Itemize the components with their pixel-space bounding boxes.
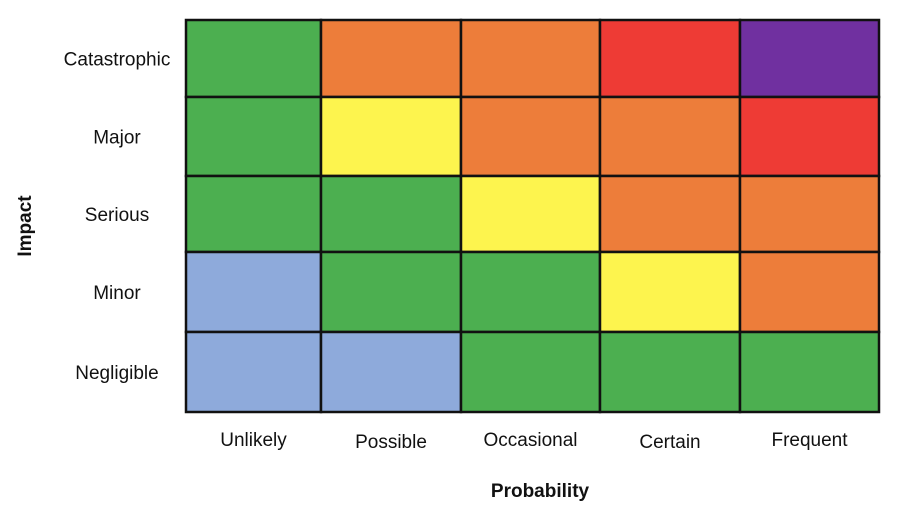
matrix-cell-5-2 [319,330,463,414]
matrix-cell-3-4 [598,174,742,254]
matrix-cell-5-5 [738,330,881,414]
matrix-cell-4-1 [184,250,323,334]
matrix-cell-5-4 [598,330,742,414]
probability-label-certain: Certain [639,432,700,453]
impact-row-labels: Catastrophic Major Serious Minor Negligible [64,50,171,385]
y-axis-title: Impact [15,195,36,257]
matrix-cell-1-1 [184,18,323,99]
matrix-cell-1-3 [459,18,602,99]
impact-label-minor: Minor [93,283,141,304]
matrix-cell-3-3 [459,174,602,254]
matrix-cell-2-2 [319,95,463,178]
matrix-cell-4-5 [738,250,881,334]
x-axis-title: Probability [491,481,590,502]
matrix-cell-2-1 [184,95,323,178]
probability-label-frequent: Frequent [771,430,848,451]
matrix-cell-3-5 [738,174,881,254]
matrix-cell-2-4 [598,95,742,178]
probability-column-labels: Unlikely Possible Occasional Certain Frequen… [220,430,848,453]
matrix-cell-1-4 [598,18,742,99]
matrix-cell-2-5 [738,95,881,178]
matrix-cell-3-2 [319,174,463,254]
probability-label-possible: Possible [355,432,427,453]
matrix-cells [184,18,881,414]
matrix-cell-1-2 [319,18,463,99]
matrix-cell-3-1 [184,174,323,254]
matrix-cell-5-3 [459,330,602,414]
impact-label-negligible: Negligible [75,363,158,384]
matrix-cell-4-2 [319,250,463,334]
matrix-cell-5-1 [184,330,323,414]
impact-label-catastrophic: Catastrophic [64,50,171,71]
impact-label-serious: Serious [85,205,149,226]
impact-label-major: Major [93,128,141,149]
probability-label-unlikely: Unlikely [220,430,287,451]
probability-label-occasional: Occasional [484,430,578,451]
matrix-cell-1-5 [738,18,881,99]
matrix-cell-4-4 [598,250,742,334]
matrix-cell-2-3 [459,95,602,178]
matrix-cell-4-3 [459,250,602,334]
